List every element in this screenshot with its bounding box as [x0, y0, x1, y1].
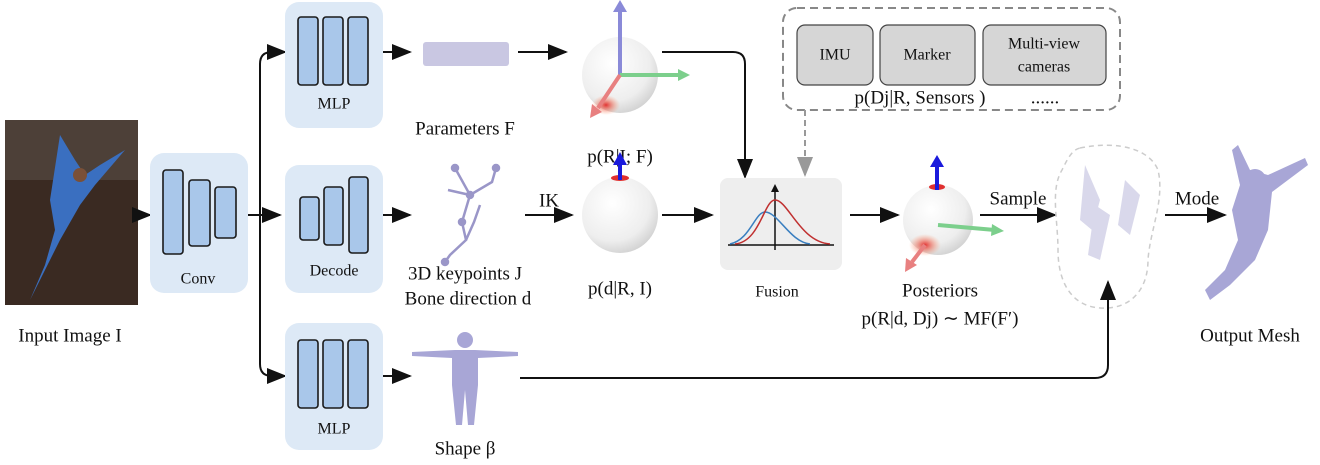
sensor-formula: p(Dj|R, Sensors ) — [855, 87, 986, 108]
conv-label: Conv — [181, 271, 216, 288]
output-label: Output Mesh — [1200, 325, 1300, 346]
keypoints-label: 3D keypoints J — [408, 263, 522, 284]
shape-mesh — [412, 332, 518, 425]
bone-label: Bone direction d — [405, 288, 532, 309]
arrow — [662, 52, 745, 177]
parameters-label: Parameters F — [415, 118, 515, 139]
input-label: Input Image I — [18, 325, 121, 346]
mlp-label: MLP — [318, 421, 351, 438]
diagram: Input Image I Conv MLP Decode MLP Parame… — [0, 0, 1320, 465]
mode-label: Mode — [1175, 188, 1219, 209]
posterior-formula: p(R|d, Dj) ∼ MF(F′) — [862, 308, 1019, 329]
posterior-label: Posteriors — [902, 280, 978, 301]
likelihood-label: p(d|R, I) — [588, 278, 652, 299]
parameter-vector — [423, 42, 509, 66]
ik-label: IK — [539, 190, 559, 211]
sample-label: Sample — [990, 188, 1047, 209]
posterior-sphere — [903, 155, 1004, 272]
ellipsis: ...... — [1031, 87, 1060, 108]
output-mesh — [1205, 145, 1308, 300]
arrow — [260, 52, 285, 215]
fusion-label: Fusion — [755, 284, 799, 301]
sensor-label: Marker — [903, 47, 951, 64]
sensor-label: Multi-view — [1008, 36, 1080, 53]
arrow — [260, 215, 285, 376]
fusion-box — [720, 178, 842, 270]
sensor-label: IMU — [819, 47, 851, 64]
input-image — [5, 120, 138, 305]
decode-label: Decode — [310, 263, 359, 280]
shape-label: Shape β — [435, 438, 496, 459]
sensor-box — [983, 25, 1106, 85]
skeleton — [442, 165, 499, 265]
sensor-label: cameras — [1018, 59, 1070, 76]
prior-sphere — [582, 0, 690, 118]
mlp-label: MLP — [318, 96, 351, 113]
